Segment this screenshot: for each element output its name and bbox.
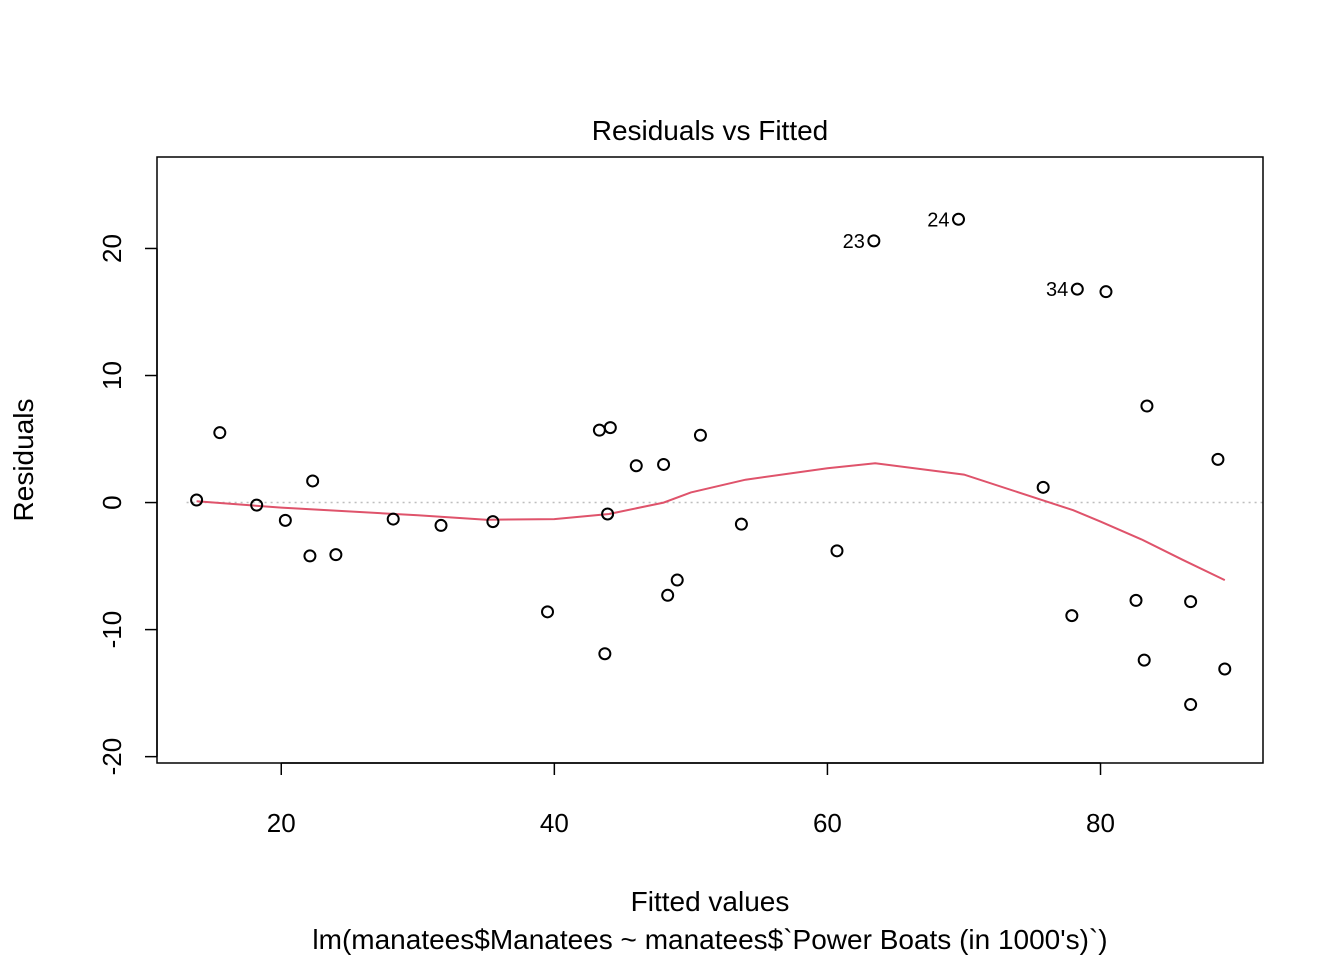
data-point [1211, 452, 1225, 466]
data-point [657, 457, 671, 471]
y-tick-label: 10 [97, 361, 127, 390]
x-tick-label: 40 [540, 808, 569, 838]
y-axis-label: Residuals [8, 399, 39, 522]
point-labels-layer: 23 24 34 [843, 209, 1069, 301]
data-point [486, 515, 500, 529]
y-tick-label: 20 [97, 234, 127, 263]
chart-title: Residuals vs Fitted [592, 115, 829, 146]
data-point [386, 512, 400, 526]
data-point [1184, 595, 1198, 609]
points-layer [190, 212, 1232, 712]
data-point [1099, 285, 1113, 299]
point-label: 24 [927, 209, 949, 231]
data-point [830, 544, 844, 558]
y-axis: -20 -10 0 10 20 [97, 234, 158, 776]
data-point [1065, 609, 1079, 623]
data-point [867, 234, 881, 248]
x-axis-label: Fitted values [631, 886, 790, 917]
data-point [541, 605, 555, 619]
data-point [434, 518, 448, 532]
data-point [598, 647, 612, 661]
data-point [670, 573, 684, 587]
data-point [1137, 653, 1151, 667]
data-point [1218, 662, 1232, 676]
data-point [278, 513, 292, 527]
x-axis: 20 40 60 80 [267, 762, 1115, 838]
point-label: 23 [843, 231, 865, 253]
data-point [952, 212, 966, 226]
data-point [693, 428, 707, 442]
data-point [190, 493, 204, 507]
data-point [303, 549, 317, 563]
y-tick-label: -10 [97, 611, 127, 649]
data-point [329, 548, 343, 562]
data-point [601, 507, 615, 521]
data-point [1070, 282, 1084, 296]
model-formula-subtitle: lm(manatees$Manatees ~ manatees$`Power B… [312, 924, 1107, 955]
data-point [734, 517, 748, 531]
data-point [603, 421, 617, 435]
data-point [1184, 698, 1198, 712]
data-point [661, 588, 675, 602]
smooth-line [196, 462, 1226, 582]
y-tick-label: 0 [97, 495, 127, 509]
y-tick-label: -20 [97, 738, 127, 776]
data-point [213, 426, 227, 440]
plot-frame [156, 156, 1264, 764]
x-tick-label: 80 [1086, 808, 1115, 838]
data-point [250, 498, 264, 512]
data-point [1140, 399, 1154, 413]
data-point [1036, 480, 1050, 494]
data-point [592, 423, 606, 437]
data-point [1129, 593, 1143, 607]
x-tick-label: 60 [813, 808, 842, 838]
data-point [629, 459, 643, 473]
point-label: 34 [1046, 279, 1068, 301]
data-point [306, 474, 320, 488]
smooth-line-layer [196, 462, 1226, 582]
x-tick-label: 20 [267, 808, 296, 838]
